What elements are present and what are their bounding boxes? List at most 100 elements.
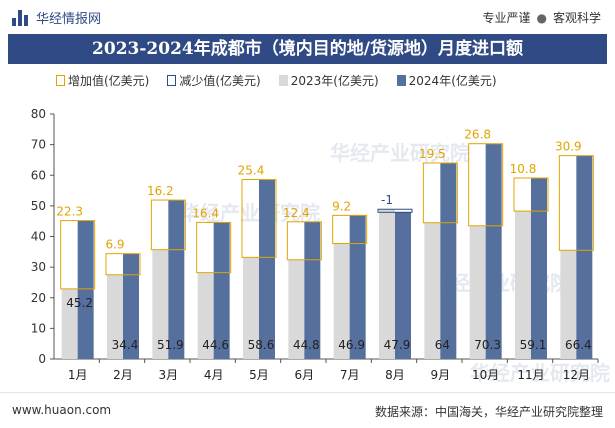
legend-label-2023: 2023年(亿美元)	[290, 74, 379, 88]
x-tick-label: 8月	[385, 368, 405, 382]
bar-2023	[515, 211, 531, 359]
value-label: 59.1	[520, 338, 547, 352]
legend-2024: 2024年(亿美元)	[396, 72, 497, 89]
y-tick-label: 80	[31, 107, 46, 121]
change-label: 10.8	[510, 162, 537, 176]
legend-swatch-decrease	[167, 75, 177, 86]
value-label: 44.8	[293, 338, 320, 352]
x-tick-label: 4月	[204, 368, 224, 382]
footer: www.huaon.com 数据来源：中国海关，华经产业研究院整理	[0, 392, 615, 428]
x-tick-label: 6月	[295, 368, 315, 382]
legend-label-increase: 增加值(亿美元)	[68, 74, 150, 88]
bar-2023	[197, 272, 214, 359]
legend-label-2024: 2024年(亿美元)	[408, 74, 497, 88]
change-label: 16.4	[192, 206, 219, 220]
x-tick-label: 7月	[340, 368, 360, 382]
change-label: 22.3	[56, 205, 83, 219]
increase-box	[150, 199, 186, 251]
bar-2024	[576, 155, 593, 359]
watermark-text: 华经产业研究院	[180, 201, 320, 225]
bar-2023	[61, 288, 78, 359]
bar-2023	[424, 222, 441, 359]
y-tick-label: 20	[31, 291, 46, 305]
increase-box	[513, 177, 549, 212]
y-tick-label: 30	[31, 260, 46, 274]
value-label: 34.4	[112, 338, 139, 352]
value-label: 45.2	[66, 296, 93, 310]
bar-2024	[213, 222, 230, 359]
legend-label-decrease: 减少值(亿美元)	[179, 74, 261, 88]
y-tick-label: 0	[38, 352, 46, 366]
increase-box	[558, 155, 594, 251]
bar-2023	[333, 243, 350, 359]
bar-2024	[259, 179, 275, 359]
value-label: 51.9	[157, 338, 184, 352]
change-label: 30.9	[555, 140, 582, 154]
increase-box	[468, 143, 504, 227]
legend-swatch-2024	[396, 75, 406, 86]
bar-chart: 华经产业研究院华经产业研究院华经产业研究院华经产业研究院010203040506…	[31, 107, 610, 385]
increase-box	[196, 221, 232, 274]
bar-2023	[107, 274, 123, 359]
legend-swatch-increase	[56, 75, 65, 86]
tagline-item-1: 专业严谨	[482, 11, 531, 25]
separator-dot: ●	[536, 10, 547, 25]
increase-box	[105, 253, 141, 276]
watermark-text: 华经产业研究院	[470, 361, 610, 385]
change-label: 6.9	[105, 238, 124, 252]
brand-name: 华经情报网	[36, 12, 102, 27]
bar-2024	[304, 221, 321, 359]
bar-2023	[560, 250, 577, 359]
change-label: 26.8	[464, 128, 491, 142]
y-tick-label: 60	[31, 168, 46, 182]
change-label: 9.2	[332, 199, 351, 213]
bar-2024	[123, 253, 139, 359]
increase-box	[60, 220, 96, 290]
value-label: 64	[435, 338, 450, 352]
bar-2024	[349, 215, 366, 359]
increase-box	[241, 179, 277, 258]
x-tick-label: 12月	[563, 368, 590, 382]
increase-box	[422, 162, 458, 224]
value-label: 66.4	[565, 338, 592, 352]
decrease-box	[377, 208, 413, 213]
legend-swatch-2023	[278, 75, 288, 86]
legend-increase: 增加值(亿美元)	[56, 72, 149, 89]
footer-website[interactable]: www.huaon.com	[12, 403, 112, 417]
bar-2024	[395, 212, 411, 359]
x-tick-label: 10月	[472, 368, 499, 382]
top-bar: 华经情报网 专业严谨 ● 客观科学	[0, 0, 615, 34]
tagline-item-2: 客观科学	[552, 11, 601, 25]
y-tick-label: 50	[31, 199, 46, 213]
bar-2024	[77, 220, 94, 359]
change-label: 25.4	[238, 164, 265, 178]
brand-logo-icon	[12, 9, 30, 26]
change-label: 12.4	[283, 206, 310, 220]
increase-box	[332, 214, 368, 245]
x-tick-label: 2月	[113, 368, 133, 382]
legend-2023: 2023年(亿美元)	[278, 72, 379, 89]
value-label: 46.9	[338, 338, 365, 352]
brand[interactable]: 华经情报网	[12, 8, 101, 27]
bar-2023	[379, 209, 395, 359]
y-tick-label: 70	[31, 138, 46, 152]
value-label: 44.6	[202, 338, 229, 352]
change-label: -1	[381, 193, 393, 207]
footer-source: 数据来源：中国海关，华经产业研究院整理	[374, 405, 603, 419]
bar-2023	[243, 257, 259, 359]
tagline: 专业严谨 ● 客观科学	[482, 9, 601, 26]
y-tick-label: 40	[31, 230, 46, 244]
bar-2024	[168, 200, 185, 359]
bar-2023	[288, 259, 305, 359]
bar-2024	[531, 178, 547, 359]
bar-2024	[485, 143, 502, 359]
x-tick-label: 5月	[249, 368, 269, 382]
change-label: 19.5	[419, 147, 446, 161]
chart-legend: 增加值(亿美元) 减少值(亿美元) 2023年(亿美元) 2024年(亿美元)	[56, 72, 497, 89]
watermark-text: 华经产业研究院	[330, 141, 470, 165]
change-label: 16.2	[147, 184, 174, 198]
x-tick-label: 1月	[68, 368, 88, 382]
x-tick-label: 9月	[431, 368, 451, 382]
legend-decrease: 减少值(亿美元)	[167, 72, 261, 89]
value-label: 47.9	[384, 338, 411, 352]
